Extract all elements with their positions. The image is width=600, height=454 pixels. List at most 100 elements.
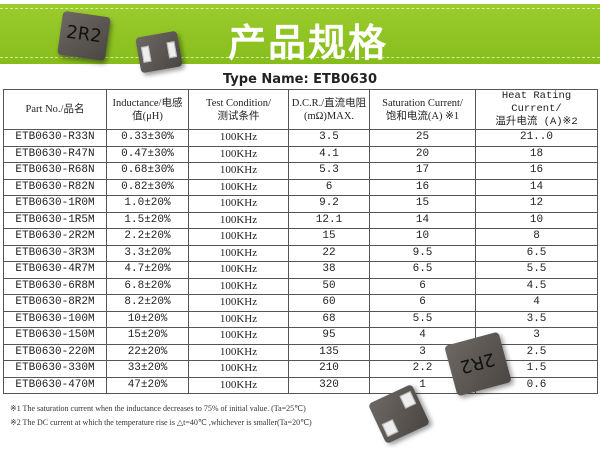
cell-inductance: 0.82±30% [106,178,189,196]
cell-part-no: ETB0630-330M [3,360,107,378]
table-row: ETB0630-R33N 0.33±30% 100KHz 3.5 25 21..0 [3,129,598,147]
cell-saturation-current: 9.5 [369,244,476,262]
inductor-image-top-left: 2R2 [57,10,111,62]
cell-dcr: 60 [288,294,370,312]
cell-test-condition: 100KHz [188,195,289,213]
table-row: ETB0630-1R5M 1.5±20% 100KHz 12.1 14 10 [3,211,598,229]
cell-part-no: ETB0630-1R0M [3,195,107,213]
cell-saturation-current: 16 [369,178,476,196]
cell-inductance: 47±20% [106,376,189,394]
cell-inductance: 2.2±20% [106,228,189,246]
col-dcr: D.C.R./直流电阻 (mΩ)MAX. [288,89,370,130]
col-saturation-current: Saturation Current/饱和电流(A) ※1 [369,89,476,130]
cell-dcr: 50 [288,277,370,295]
chip-marking: 2R2 [457,347,498,378]
cell-part-no: ETB0630-6R8M [3,277,107,295]
cell-test-condition: 100KHz [188,343,289,361]
cell-part-no: ETB0630-220M [3,343,107,361]
cell-dcr: 6 [288,178,370,196]
cell-dcr: 135 [288,343,370,361]
cell-inductance: 1.0±20% [106,195,189,213]
table-header-row: Part No./品名 Inductance/电感 值(μH) Test Cond… [3,89,598,130]
table-row: ETB0630-1R0M 1.0±20% 100KHz 9.2 15 12 [3,195,598,213]
cell-inductance: 15±20% [106,327,189,345]
cell-part-no: ETB0630-470M [3,376,107,394]
table-row: ETB0630-6R8M 6.8±20% 100KHz 50 6 4.5 [3,277,598,295]
col-test-condition: Test Condition/测试条件 [188,89,289,130]
cell-heat-rating-current: 5.5 [475,261,598,279]
cell-saturation-current: 15 [369,195,476,213]
cell-saturation-current: 17 [369,162,476,180]
cell-part-no: ETB0630-150M [3,327,107,345]
cell-heat-rating-current: 18 [475,145,598,163]
table-row: ETB0630-2R2M 2.2±20% 100KHz 15 10 8 [3,228,598,246]
cell-part-no: ETB0630-R82N [3,178,107,196]
cell-test-condition: 100KHz [188,310,289,328]
table-row: ETB0630-3R3M 3.3±20% 100KHz 22 9.5 6.5 [3,244,598,262]
cell-test-condition: 100KHz [188,162,289,180]
cell-dcr: 210 [288,360,370,378]
cell-saturation-current: 10 [369,228,476,246]
cell-dcr: 320 [288,376,370,394]
chip-marking: 2R2 [64,21,103,48]
cell-dcr: 4.1 [288,145,370,163]
col-part-no: Part No./品名 [3,89,107,130]
cell-test-condition: 100KHz [188,228,289,246]
cell-dcr: 3.5 [288,129,370,147]
cell-part-no: ETB0630-1R5M [3,211,107,229]
table-row: ETB0630-4R7M 4.7±20% 100KHz 38 6.5 5.5 [3,261,598,279]
cell-part-no: ETB0630-8R2M [3,294,107,312]
cell-dcr: 9.2 [288,195,370,213]
cell-saturation-current: 1 [369,376,476,394]
cell-test-condition: 100KHz [188,178,289,196]
type-name: Type Name: ETB0630 [222,72,378,87]
cell-dcr: 38 [288,261,370,279]
cell-dcr: 95 [288,327,370,345]
col-inductance: Inductance/电感 值(μH) [106,89,189,130]
cell-inductance: 0.68±30% [106,162,189,180]
cell-dcr: 68 [288,310,370,328]
table-row: ETB0630-330M 33±20% 100KHz 210 2.2 1.5 [3,360,598,378]
footnotes: ※1 The saturation current when the induc… [10,402,312,430]
footnote-2: ※2 The DC current at which the temperatu… [10,418,312,427]
cell-inductance: 6.8±20% [106,277,189,295]
cell-test-condition: 100KHz [188,244,289,262]
inductor-image-top-center [135,30,183,74]
cell-part-no: ETB0630-2R2M [3,228,107,246]
footnote-1: ※1 The saturation current when the induc… [10,404,306,413]
cell-dcr: 15 [288,228,370,246]
cell-test-condition: 100KHz [188,327,289,345]
cell-inductance: 8.2±20% [106,294,189,312]
cell-dcr: 5.3 [288,162,370,180]
cell-inductance: 1.5±20% [106,211,189,229]
cell-heat-rating-current: 4 [475,294,598,312]
table-row: ETB0630-R82N 0.82±30% 100KHz 6 16 14 [3,178,598,196]
col-heat-rating-current: Heat Rating Current/温升电流 (A)※2 [475,89,598,130]
cell-inductance: 33±20% [106,360,189,378]
cell-part-no: ETB0630-100M [3,310,107,328]
cell-saturation-current: 6.5 [369,261,476,279]
cell-part-no: ETB0630-R68N [3,162,107,180]
cell-test-condition: 100KHz [188,211,289,229]
cell-inductance: 22±20% [106,343,189,361]
cell-heat-rating-current: 21..0 [475,129,598,147]
cell-heat-rating-current: 8 [475,228,598,246]
cell-inductance: 10±20% [106,310,189,328]
table-row: ETB0630-220M 22±20% 100KHz 135 3 2.5 [3,343,598,361]
cell-part-no: ETB0630-R33N [3,129,107,147]
cell-inductance: 4.7±20% [106,261,189,279]
cell-part-no: ETB0630-R47N [3,145,107,163]
table-row: ETB0630-150M 15±20% 100KHz 95 4 3 [3,327,598,345]
cell-test-condition: 100KHz [188,277,289,295]
cell-heat-rating-current: 14 [475,178,598,196]
cell-saturation-current: 20 [369,145,476,163]
cell-heat-rating-current: 6.5 [475,244,598,262]
cell-test-condition: 100KHz [188,261,289,279]
cell-test-condition: 100KHz [188,129,289,147]
cell-inductance: 0.47±30% [106,145,189,163]
table-row: ETB0630-8R2M 8.2±20% 100KHz 60 6 4 [3,294,598,312]
cell-heat-rating-current: 12 [475,195,598,213]
cell-test-condition: 100KHz [188,360,289,378]
cell-saturation-current: 5.5 [369,310,476,328]
cell-part-no: ETB0630-4R7M [3,261,107,279]
